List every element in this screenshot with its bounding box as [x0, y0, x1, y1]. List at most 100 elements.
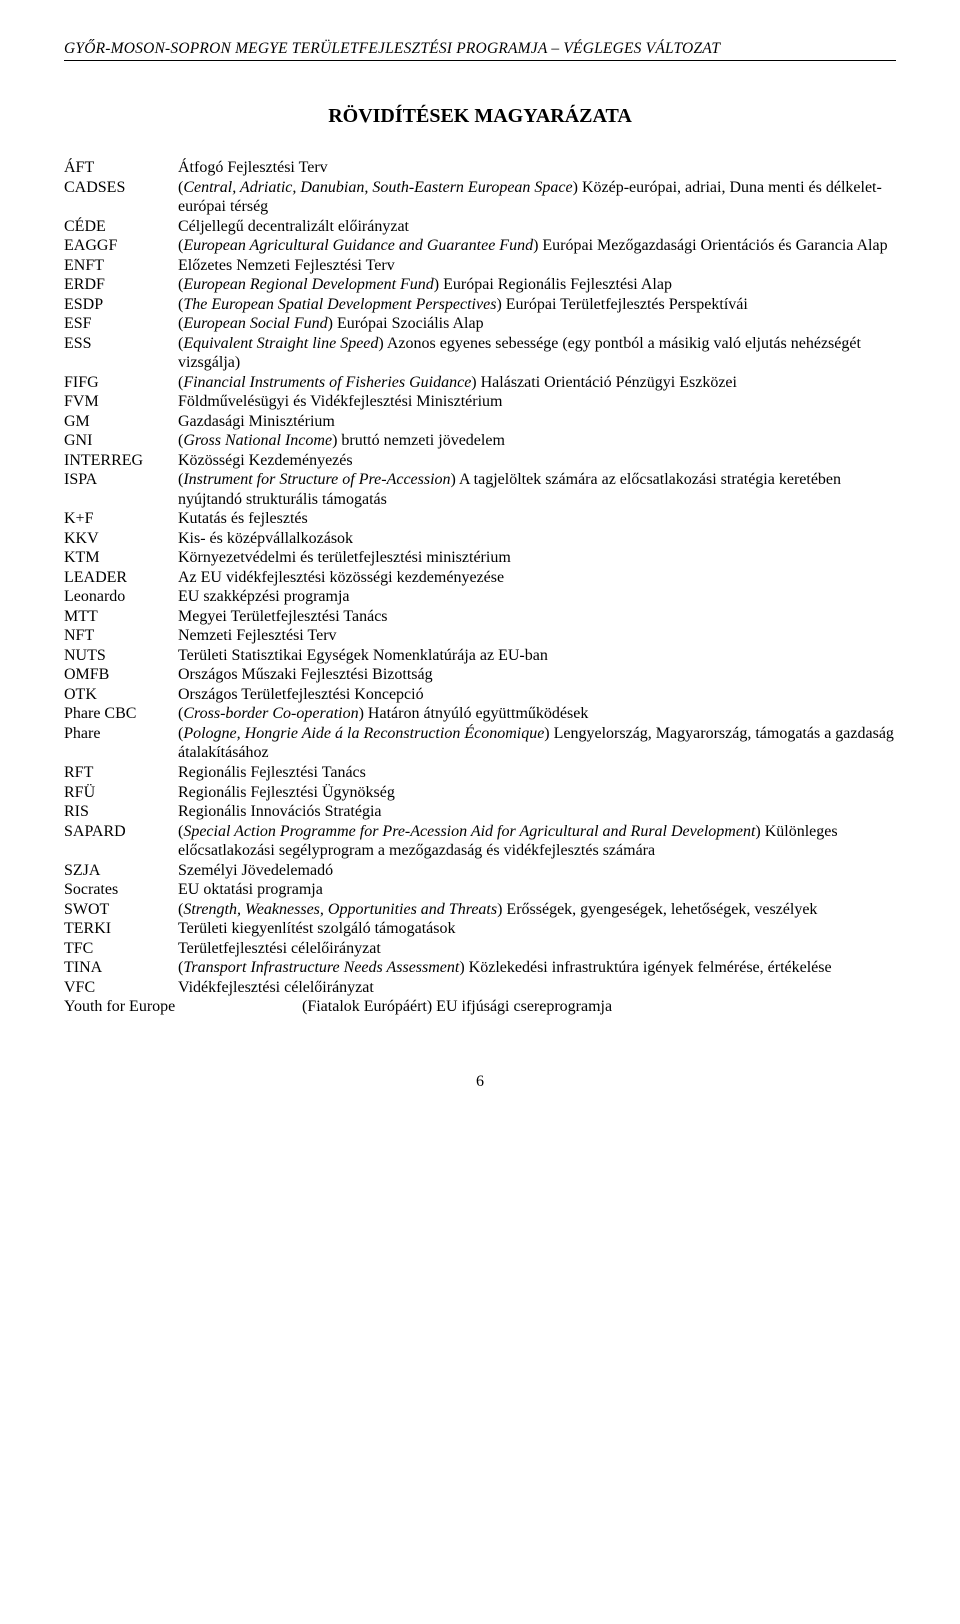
abbrev-row: LeonardoEU szakképzési programja [64, 587, 896, 607]
abbrev-row: MTTMegyei Területfejlesztési Tanács [64, 607, 896, 627]
abbrev-term: OMFB [64, 665, 178, 685]
abbrev-row: SocratesEU oktatási programja [64, 880, 896, 900]
abbrev-definition: Területi Statisztikai Egységek Nomenklat… [178, 646, 896, 666]
abbrev-definition: (Transport Infrastructure Needs Assessme… [178, 958, 896, 978]
abbrev-row: ÁFTÁtfogó Fejlesztési Terv [64, 158, 896, 178]
abbrev-row: Youth for Europe(Fiatalok Európáért) EU … [64, 997, 896, 1017]
abbrev-definition: (Pologne, Hongrie Aide á la Reconstructi… [178, 724, 896, 763]
abbrev-term: SAPARD [64, 822, 178, 842]
abbrev-definition: (Gross National Income) bruttó nemzeti j… [178, 431, 896, 451]
abbrev-row: OMFBOrszágos Műszaki Fejlesztési Bizotts… [64, 665, 896, 685]
abbrev-row: KTMKörnyezetvédelmi és területfejlesztés… [64, 548, 896, 568]
abbreviation-list: ÁFTÁtfogó Fejlesztési TervCADSES(Central… [64, 158, 896, 1017]
abbrev-row: SAPARD(Special Action Programme for Pre-… [64, 822, 896, 861]
abbrev-term: RFÜ [64, 783, 178, 803]
abbrev-row: ESF(European Social Fund) Európai Szociá… [64, 314, 896, 334]
abbrev-row: ERDF(European Regional Development Fund)… [64, 275, 896, 295]
abbrev-row: ESDP(The European Spatial Development Pe… [64, 295, 896, 315]
abbrev-term: CADSES [64, 178, 178, 198]
abbrev-definition: Céljellegű decentralizált előirányzat [178, 217, 896, 237]
abbrev-row: INTERREGKözösségi Kezdeményezés [64, 451, 896, 471]
abbrev-term: NUTS [64, 646, 178, 666]
abbrev-definition: (The European Spatial Development Perspe… [178, 295, 896, 315]
abbrev-term: NFT [64, 626, 178, 646]
abbrev-definition: Átfogó Fejlesztési Terv [178, 158, 896, 178]
abbrev-definition: (Financial Instruments of Fisheries Guid… [178, 373, 896, 393]
abbrev-term: CÉDE [64, 217, 178, 237]
abbrev-definition: Gazdasági Minisztérium [178, 412, 896, 432]
abbrev-definition: EU oktatási programja [178, 880, 896, 900]
abbrev-term: Youth for Europe [64, 997, 302, 1017]
abbrev-term: ÁFT [64, 158, 178, 178]
abbrev-row: TINA(Transport Infrastructure Needs Asse… [64, 958, 896, 978]
page-number: 6 [64, 1073, 896, 1091]
abbrev-row: RFÜRegionális Fejlesztési Ügynökség [64, 783, 896, 803]
abbrev-term: INTERREG [64, 451, 178, 471]
abbrev-row: ISPA(Instrument for Structure of Pre-Acc… [64, 470, 896, 509]
abbrev-term: MTT [64, 607, 178, 627]
abbrev-row: RFTRegionális Fejlesztési Tanács [64, 763, 896, 783]
abbrev-term: FVM [64, 392, 178, 412]
abbrev-definition: Személyi Jövedelemadó [178, 861, 896, 881]
abbrev-definition: Előzetes Nemzeti Fejlesztési Terv [178, 256, 896, 276]
abbrev-definition: Regionális Fejlesztési Tanács [178, 763, 896, 783]
abbrev-term: LEADER [64, 568, 178, 588]
abbrev-definition: Regionális Fejlesztési Ügynökség [178, 783, 896, 803]
abbrev-definition: (European Regional Development Fund) Eur… [178, 275, 896, 295]
abbrev-term: K+F [64, 509, 178, 529]
abbrev-term: TFC [64, 939, 178, 959]
abbrev-definition: Országos Műszaki Fejlesztési Bizottság [178, 665, 896, 685]
abbrev-row: EAGGF(European Agricultural Guidance and… [64, 236, 896, 256]
abbrev-row: RISRegionális Innovációs Stratégia [64, 802, 896, 822]
abbrev-definition: (Cross-border Co-operation) Határon átny… [178, 704, 896, 724]
abbrev-term: RIS [64, 802, 178, 822]
abbrev-definition: Területfejlesztési célelőirányzat [178, 939, 896, 959]
abbrev-row: CADSES(Central, Adriatic, Danubian, Sout… [64, 178, 896, 217]
abbrev-definition: Az EU vidékfejlesztési közösségi kezdemé… [178, 568, 896, 588]
abbrev-row: K+FKutatás és fejlesztés [64, 509, 896, 529]
abbrev-term: KKV [64, 529, 178, 549]
abbrev-term: ESF [64, 314, 178, 334]
abbrev-row: NUTSTerületi Statisztikai Egységek Nomen… [64, 646, 896, 666]
abbrev-row: SWOT(Strength, Weaknesses, Opportunities… [64, 900, 896, 920]
abbrev-term: Phare CBC [64, 704, 178, 724]
abbrev-term: GM [64, 412, 178, 432]
abbrev-row: KKVKis- és középvállalkozások [64, 529, 896, 549]
abbrev-term: TINA [64, 958, 178, 978]
abbrev-term: SZJA [64, 861, 178, 881]
abbrev-definition: Környezetvédelmi és területfejlesztési m… [178, 548, 896, 568]
abbrev-definition: Kis- és középvállalkozások [178, 529, 896, 549]
abbrev-definition: (European Agricultural Guidance and Guar… [178, 236, 896, 256]
abbrev-term: ISPA [64, 470, 178, 490]
abbrev-definition: Vidékfejlesztési célelőirányzat [178, 978, 896, 998]
abbrev-row: ESS(Equivalent Straight line Speed) Azon… [64, 334, 896, 373]
abbrev-definition: (Strength, Weaknesses, Opportunities and… [178, 900, 896, 920]
page-title: RÖVIDÍTÉSEK MAGYARÁZATA [64, 105, 896, 128]
abbrev-row: Phare(Pologne, Hongrie Aide á la Reconst… [64, 724, 896, 763]
abbrev-term: Phare [64, 724, 178, 744]
abbrev-row: FIFG(Financial Instruments of Fisheries … [64, 373, 896, 393]
abbrev-definition: Közösségi Kezdeményezés [178, 451, 896, 471]
abbrev-row: CÉDECéljellegű decentralizált előirányza… [64, 217, 896, 237]
abbrev-term: VFC [64, 978, 178, 998]
abbrev-term: Leonardo [64, 587, 178, 607]
abbrev-definition: Kutatás és fejlesztés [178, 509, 896, 529]
abbrev-definition: EU szakképzési programja [178, 587, 896, 607]
abbrev-term: Socrates [64, 880, 178, 900]
abbrev-definition: (Equivalent Straight line Speed) Azonos … [178, 334, 896, 373]
abbrev-row: SZJASzemélyi Jövedelemadó [64, 861, 896, 881]
abbrev-definition: (Special Action Programme for Pre-Acessi… [178, 822, 896, 861]
abbrev-definition: Regionális Innovációs Stratégia [178, 802, 896, 822]
abbrev-term: ESDP [64, 295, 178, 315]
abbrev-term: SWOT [64, 900, 178, 920]
abbrev-term: RFT [64, 763, 178, 783]
abbrev-definition: (Fiatalok Európáért) EU ifjúsági cserepr… [302, 997, 896, 1017]
abbrev-term: GNI [64, 431, 178, 451]
abbrev-term: ENFT [64, 256, 178, 276]
abbrev-row: Phare CBC(Cross-border Co-operation) Hat… [64, 704, 896, 724]
abbrev-row: OTKOrszágos Területfejlesztési Koncepció [64, 685, 896, 705]
abbrev-term: ERDF [64, 275, 178, 295]
abbrev-definition: Földművelésügyi és Vidékfejlesztési Mini… [178, 392, 896, 412]
abbrev-definition: Megyei Területfejlesztési Tanács [178, 607, 896, 627]
abbrev-definition: (European Social Fund) Európai Szociális… [178, 314, 896, 334]
